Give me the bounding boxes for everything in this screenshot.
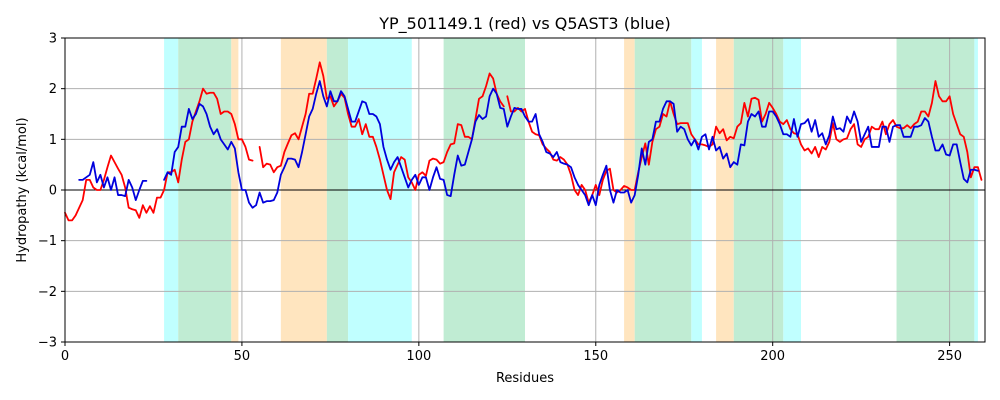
y-tick-label: −1 [38, 234, 57, 249]
series [64, 61, 983, 222]
series-0-line-segment-0 [64, 87, 254, 222]
series-0-line-segment-2 [506, 80, 983, 204]
y-axis-label: Hydropathy (kcal/mol) [15, 117, 30, 262]
x-tick-label: 200 [760, 349, 785, 364]
x-axis-label: Residues [496, 371, 554, 386]
x-tick-label: 150 [583, 349, 608, 364]
chart-title: YP_501149.1 (red) vs Q5AST3 (blue) [378, 14, 671, 34]
y-axis-ticks: −3 −2 −1 0 1 2 3 [38, 32, 65, 351]
series-1-line-segment-0 [78, 161, 148, 202]
series-1-line-segment-1 [163, 80, 979, 209]
y-tick-label: 3 [49, 32, 57, 47]
x-tick-label: 250 [937, 349, 962, 364]
y-tick-label: −3 [38, 336, 57, 351]
y-tick-label: 2 [49, 82, 57, 97]
x-tick-label: 50 [234, 349, 251, 364]
y-tick-label: −2 [38, 285, 57, 300]
y-tick-label: 1 [49, 133, 57, 148]
x-axis-ticks: 0 50 100 150 200 250 [61, 342, 962, 364]
y-tick-label: 0 [49, 184, 57, 199]
x-tick-label: 100 [406, 349, 431, 364]
x-tick-label: 0 [61, 349, 69, 364]
series-0-line-segment-1 [258, 61, 505, 201]
